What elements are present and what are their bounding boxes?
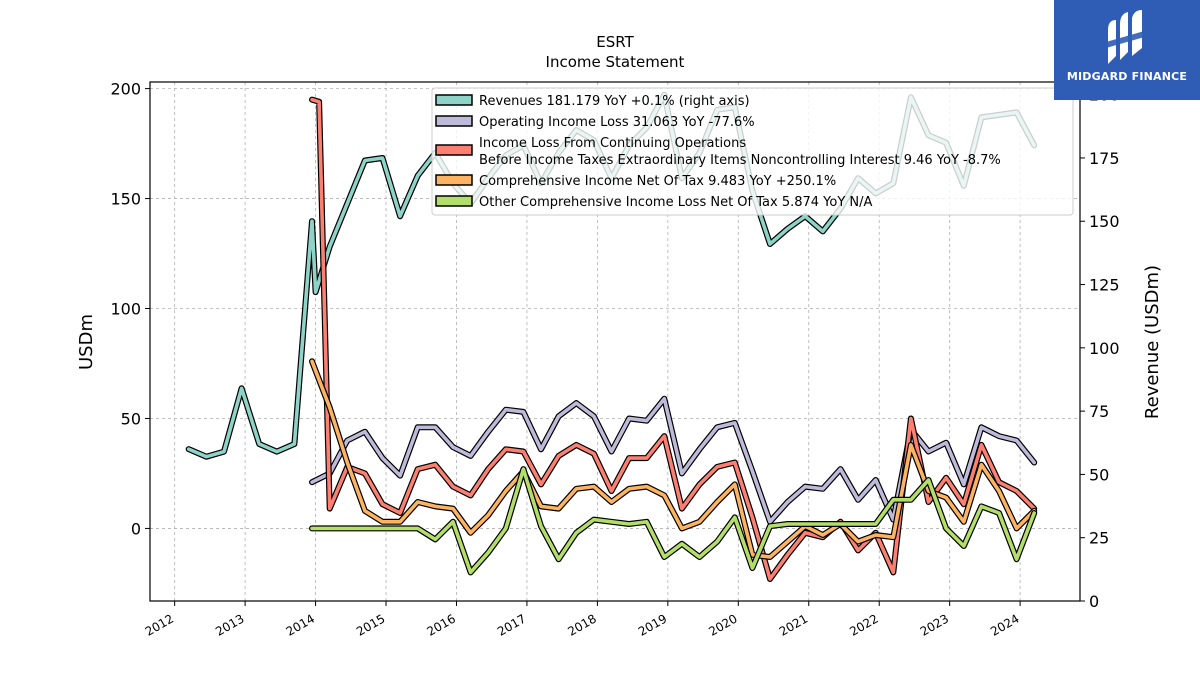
legend-swatch-1 bbox=[435, 115, 473, 127]
y-axis-label-right: Revenue (USDm) bbox=[1142, 265, 1163, 419]
legend: Revenues 181.179 YoY +0.1% (right axis) O… bbox=[431, 87, 1074, 216]
series-line-4 bbox=[310, 467, 1036, 575]
y-axis-left: 0 50 100 150 200 bbox=[110, 80, 150, 538]
y-tick-label-right: 50 bbox=[1089, 465, 1109, 484]
y-tick-label-right: 125 bbox=[1089, 276, 1120, 295]
legend-swatch-4 bbox=[435, 195, 473, 207]
y-tick-label-left: 50 bbox=[121, 409, 141, 428]
series-line-3 bbox=[310, 359, 1036, 559]
legend-swatch-3 bbox=[435, 174, 473, 186]
legend-label-1: Operating Income Loss 31.063 YoY -77.6% bbox=[479, 115, 755, 130]
y-tick-label-left: 200 bbox=[110, 80, 141, 99]
x-axis: 2012 2013 2014 2015 2016 2017 2018 2019 2020 2021… bbox=[143, 601, 1022, 639]
y-tick-label-right: 75 bbox=[1089, 402, 1109, 421]
y-tick-label-left: 150 bbox=[110, 190, 141, 209]
y-tick-label-left: 0 bbox=[131, 519, 141, 538]
midgard-m-logo-icon bbox=[1106, 10, 1148, 64]
chart-title: ESRT bbox=[596, 33, 634, 51]
y-tick-label-left: 100 bbox=[110, 300, 141, 319]
legend-label-4: Other Comprehensive Income Loss Net Of T… bbox=[479, 195, 873, 210]
y-axis-right: 0255075100125150175200 bbox=[1080, 86, 1120, 611]
legend-swatch-0 bbox=[435, 94, 473, 106]
legend-swatch-2 bbox=[435, 144, 473, 156]
series-line-2 bbox=[310, 97, 1036, 581]
x-tick-label: 2017 bbox=[495, 611, 528, 638]
x-tick-label: 2018 bbox=[565, 611, 598, 638]
midgard-finance-logo: MIDGARD FINANCE bbox=[1054, 0, 1200, 100]
x-tick-label: 2021 bbox=[777, 611, 810, 638]
x-tick-label: 2012 bbox=[143, 611, 176, 638]
chart-subtitle: Income Statement bbox=[546, 53, 685, 71]
y-axis-label-left: USDm bbox=[76, 314, 97, 370]
y-tick-label-right: 150 bbox=[1089, 212, 1120, 231]
legend-label-3: Comprehensive Income Net Of Tax 9.483 Yo… bbox=[479, 174, 836, 189]
legend-label-2: Income Loss From Continuing Operations bbox=[479, 136, 746, 151]
legend-label-2: Before Income Taxes Extraordinary Items … bbox=[479, 153, 1001, 168]
x-tick-label: 2014 bbox=[284, 611, 317, 638]
x-tick-label: 2020 bbox=[706, 611, 739, 638]
y-tick-label-right: 100 bbox=[1089, 339, 1120, 358]
x-tick-label: 2023 bbox=[918, 611, 951, 638]
x-tick-label: 2019 bbox=[636, 611, 669, 638]
y-tick-label-right: 25 bbox=[1089, 529, 1109, 548]
plot-frame bbox=[149, 81, 1081, 602]
legend-box bbox=[431, 87, 1074, 216]
legend-label-0: Revenues 181.179 YoY +0.1% (right axis) bbox=[479, 94, 750, 109]
brand-name: MIDGARD FINANCE bbox=[1066, 70, 1188, 83]
x-tick-label: 2024 bbox=[988, 611, 1021, 638]
x-tick-label: 2016 bbox=[425, 611, 458, 638]
y-tick-label-right: 0 bbox=[1089, 592, 1099, 611]
x-tick-label: 2013 bbox=[213, 611, 246, 638]
x-tick-label: 2022 bbox=[847, 611, 880, 638]
y-tick-label-right: 175 bbox=[1089, 149, 1120, 168]
x-tick-label: 2015 bbox=[354, 611, 387, 638]
